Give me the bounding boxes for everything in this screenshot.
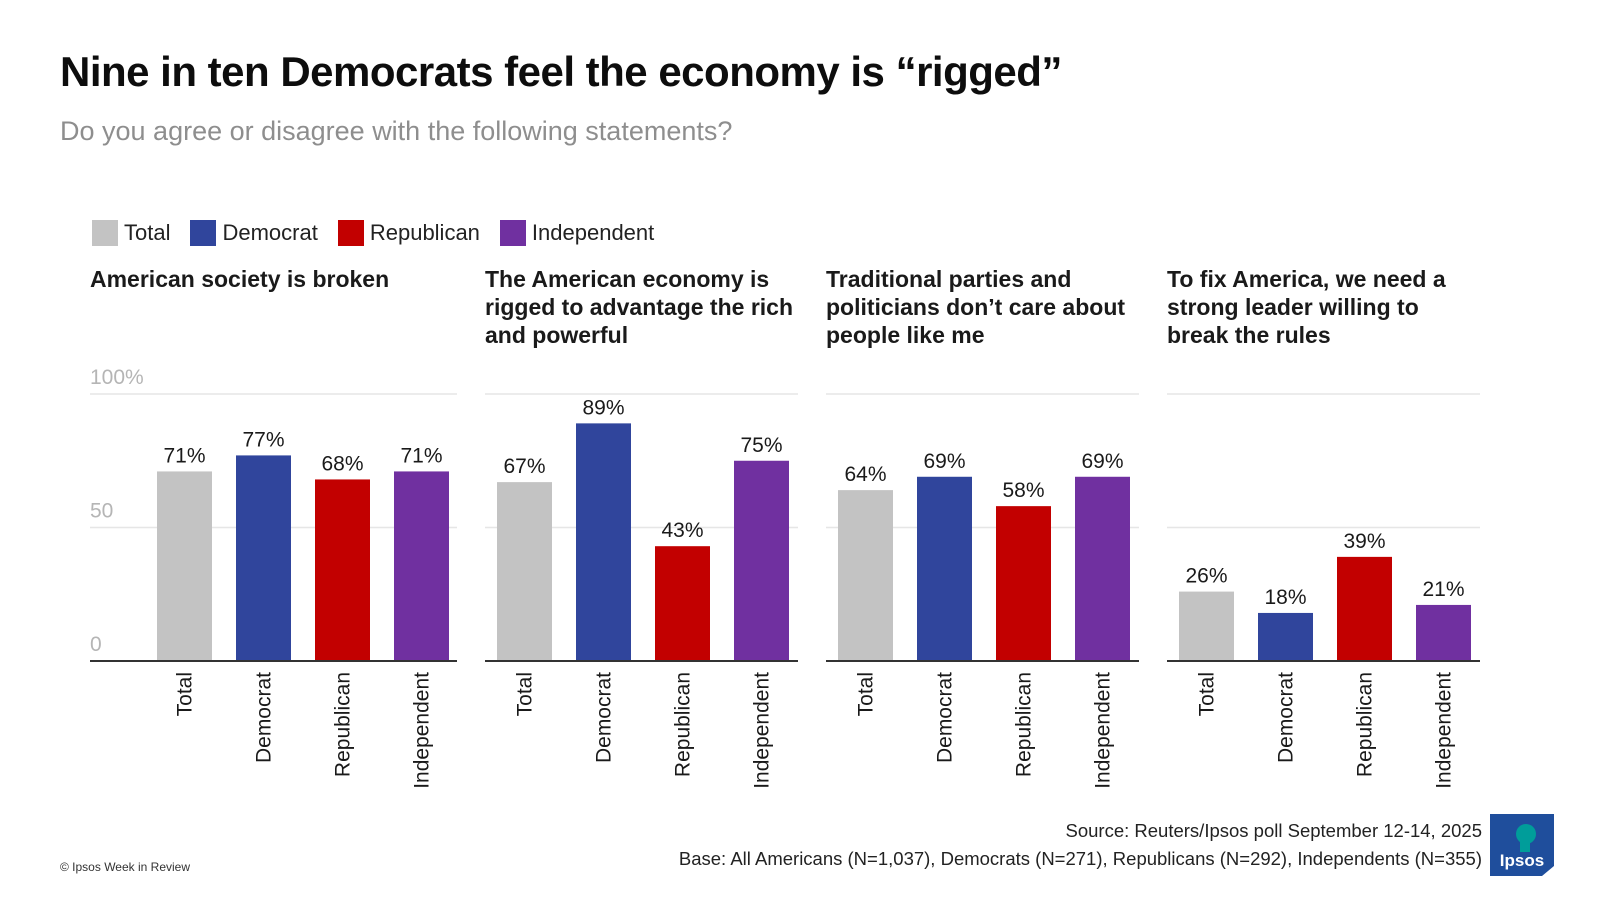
x-category-label: Republican xyxy=(672,672,695,777)
legend-swatch-total xyxy=(92,220,118,246)
data-label: 58% xyxy=(1002,479,1044,502)
logo-head-icon xyxy=(1516,824,1536,844)
x-category-label: Independent xyxy=(1433,672,1456,789)
chart-title-line: break the rules xyxy=(1167,322,1331,348)
data-label: 71% xyxy=(400,444,442,467)
bar-independent xyxy=(734,460,789,661)
x-category-label: Total xyxy=(174,672,197,716)
copyright-note: © Ipsos Week in Review xyxy=(60,860,191,874)
x-category-label: Independent xyxy=(751,672,774,789)
legend-swatch-independent xyxy=(499,220,526,246)
bar-independent xyxy=(394,471,449,661)
legend-label-total: Total xyxy=(124,220,171,245)
x-category-label: Total xyxy=(1196,672,1219,716)
x-category-label: Republican xyxy=(1013,672,1036,777)
base-note: Base: All Americans (N=1,037), Democrats… xyxy=(678,848,1482,869)
legend: Total Democrat Republican Independent xyxy=(92,220,674,246)
chart-title-line: Traditional parties and xyxy=(826,266,1072,292)
y-tick-label: 50 xyxy=(90,500,113,523)
bar-democrat xyxy=(917,476,972,661)
bar-republican xyxy=(655,546,710,661)
data-label: 89% xyxy=(582,396,624,419)
x-category-label: Democrat xyxy=(934,672,957,763)
x-category-label: Total xyxy=(514,672,537,716)
data-label: 68% xyxy=(321,452,363,475)
x-category-label: Democrat xyxy=(1275,672,1298,763)
bar-total xyxy=(157,471,212,661)
bar-independent xyxy=(1416,604,1471,661)
chart-title-parties-dont-care: Traditional parties and politicians don’… xyxy=(826,265,1156,349)
chart-title-line: To fix America, we need a xyxy=(1167,266,1446,292)
ipsos-logo: Ipsos xyxy=(1490,814,1554,876)
bar-democrat xyxy=(1258,612,1313,661)
chart-title-line: American society is broken xyxy=(90,266,390,292)
data-label: 21% xyxy=(1422,578,1464,601)
chart-title-line: rigged to advantage the rich xyxy=(485,294,793,320)
chart-title-line: people like me xyxy=(826,322,985,348)
bar-republican xyxy=(1337,556,1392,661)
bar-total xyxy=(1179,591,1234,661)
bar-republican xyxy=(996,506,1051,661)
legend-item-total: Total xyxy=(92,220,170,246)
bar-republican xyxy=(315,479,370,661)
chart-title-line: strong leader willing to xyxy=(1167,294,1419,320)
data-label: 77% xyxy=(242,428,284,451)
x-category-label: Democrat xyxy=(593,672,616,763)
bar-democrat xyxy=(236,455,291,661)
data-label: 69% xyxy=(1081,450,1123,473)
data-label: 67% xyxy=(503,455,545,478)
logo-neck-icon xyxy=(1520,840,1530,852)
chart-title-line: and powerful xyxy=(485,322,629,348)
page-title: Nine in ten Democrats feel the economy i… xyxy=(60,48,1062,95)
data-label: 26% xyxy=(1185,565,1227,588)
legend-label-republican: Republican xyxy=(369,220,480,245)
chart-title-strong-leader: To fix America, we need a strong leader … xyxy=(1167,265,1497,349)
x-category-label: Democrat xyxy=(253,672,276,763)
y-tick-label: 100% xyxy=(90,366,144,389)
bar-total xyxy=(497,482,552,661)
legend-item-independent: Independent xyxy=(499,220,655,246)
data-label: 43% xyxy=(661,519,703,542)
legend-item-democrat: Democrat xyxy=(190,220,318,246)
legend-swatch-democrat xyxy=(190,220,217,246)
x-category-label: Republican xyxy=(332,672,355,777)
chart-title-society-broken: American society is broken xyxy=(90,265,460,293)
x-category-label: Republican xyxy=(1354,672,1377,777)
x-category-label: Total xyxy=(855,672,878,716)
logo-text: Ipsos xyxy=(1500,851,1544,870)
legend-item-republican: Republican xyxy=(337,220,480,246)
chart-title-line: The American economy is xyxy=(485,266,770,292)
data-label: 18% xyxy=(1264,586,1306,609)
bar-total xyxy=(838,490,893,661)
data-label: 39% xyxy=(1343,530,1385,553)
source-note: Source: Reuters/Ipsos poll September 12-… xyxy=(1065,820,1483,841)
chart-title-line: politicians don’t care about xyxy=(826,294,1126,320)
x-category-label: Independent xyxy=(411,672,434,789)
legend-label-democrat: Democrat xyxy=(222,220,318,245)
data-label: 75% xyxy=(740,434,782,457)
legend-swatch-republican xyxy=(337,220,364,246)
page-subtitle: Do you agree or disagree with the follow… xyxy=(60,116,733,146)
data-label: 71% xyxy=(163,444,205,467)
bar-independent xyxy=(1075,476,1130,661)
data-label: 69% xyxy=(923,450,965,473)
bar-democrat xyxy=(576,423,631,661)
chart-title-economy-rigged: The American economy is rigged to advant… xyxy=(485,265,815,349)
data-label: 64% xyxy=(844,463,886,486)
x-category-label: Independent xyxy=(1092,672,1115,789)
y-tick-label: 0 xyxy=(90,633,102,656)
legend-label-independent: Independent xyxy=(531,220,655,245)
